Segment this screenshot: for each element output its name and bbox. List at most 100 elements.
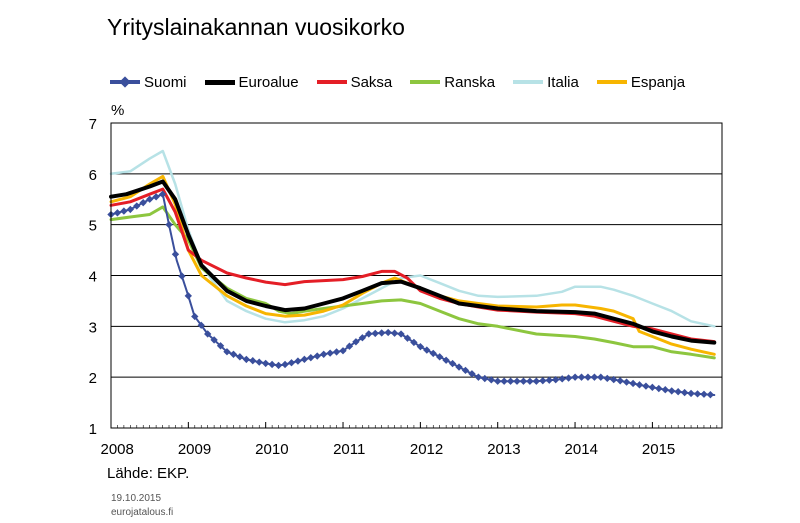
- data-point-suomi: [274, 361, 283, 370]
- legend-label: Suomi: [144, 73, 187, 91]
- date-note: 19.10.2015: [111, 493, 162, 504]
- data-point-suomi: [229, 350, 238, 358]
- data-point-suomi: [661, 386, 669, 394]
- series-line-italia: [109, 149, 716, 328]
- site-note: eurojatalous.fi: [111, 507, 174, 518]
- legend-swatch: [596, 80, 627, 84]
- legend-label: Euroalue: [238, 73, 299, 91]
- data-point-suomi: [255, 358, 263, 366]
- data-point-suomi: [693, 390, 702, 398]
- data-point-suomi: [526, 377, 534, 385]
- data-point-suomi: [706, 391, 715, 399]
- y-tick-label: 1: [89, 421, 97, 438]
- legend-item-euroalue: Euroalue: [204, 73, 299, 91]
- data-point-suomi: [674, 388, 682, 396]
- data-point-suomi: [365, 330, 373, 338]
- data-point-suomi: [571, 373, 579, 381]
- data-point-suomi: [564, 374, 573, 382]
- data-point-suomi: [648, 383, 657, 391]
- data-point-suomi: [390, 329, 399, 337]
- data-point-suomi: [152, 193, 160, 201]
- data-point-suomi: [236, 353, 244, 361]
- x-tick-label: 2010: [255, 441, 288, 458]
- x-tick-label: 2012: [410, 441, 443, 458]
- data-point-suomi: [468, 370, 476, 378]
- data-point-suomi: [577, 373, 586, 381]
- data-point-suomi: [635, 381, 644, 389]
- data-point-suomi: [481, 374, 489, 383]
- legend-item-saksa: Saksa: [316, 73, 393, 91]
- data-point-suomi: [500, 377, 508, 385]
- data-point-suomi: [294, 357, 302, 365]
- data-point-suomi: [146, 195, 154, 203]
- data-point-suomi: [410, 338, 418, 347]
- legend-item-espanja: Espanja: [596, 73, 686, 91]
- data-point-suomi: [216, 342, 225, 350]
- legend-label: Saksa: [350, 73, 393, 91]
- data-point-suomi: [494, 377, 502, 385]
- data-point-suomi: [397, 330, 405, 338]
- legend: Suomi Euroalue Saksa Ranska Italia Espanja: [110, 72, 703, 92]
- x-tick-label: 2015: [642, 441, 675, 458]
- data-point-suomi: [436, 353, 444, 361]
- data-point-suomi: [261, 359, 270, 368]
- legend-swatch: [410, 80, 441, 84]
- y-axis-unit-label: %: [111, 102, 125, 119]
- data-point-suomi: [616, 377, 624, 385]
- data-point-suomi: [487, 376, 495, 384]
- data-point-suomi: [352, 338, 360, 346]
- data-point-suomi: [590, 373, 599, 381]
- data-point-suomi: [668, 387, 676, 395]
- legend-swatch: [110, 76, 140, 88]
- x-tick-label: 2009: [178, 441, 211, 458]
- data-point-suomi: [603, 374, 611, 383]
- data-point-suomi: [345, 342, 354, 350]
- data-point-suomi: [313, 352, 321, 360]
- data-point-suomi: [133, 202, 141, 210]
- data-point-suomi: [281, 360, 289, 369]
- data-point-suomi: [642, 382, 650, 390]
- data-point-suomi: [610, 375, 618, 384]
- data-point-suomi: [545, 376, 553, 384]
- data-point-suomi: [178, 272, 186, 280]
- data-point-suomi: [158, 190, 167, 198]
- data-point-suomi: [461, 366, 470, 375]
- data-point-suomi: [378, 329, 386, 337]
- legend-item-ranska: Ranska: [410, 74, 495, 91]
- series-line-saksa: [109, 187, 716, 344]
- legend-label: Espanja: [630, 73, 686, 91]
- x-tick-label: 2008: [100, 441, 133, 458]
- data-point-suomi: [558, 375, 566, 383]
- data-point-suomi: [687, 389, 695, 398]
- data-point-suomi: [622, 378, 631, 386]
- data-point-suomi: [287, 359, 296, 367]
- data-point-suomi: [506, 377, 515, 385]
- data-point-suomi: [680, 388, 689, 397]
- legend-swatch: [513, 80, 544, 84]
- data-point-suomi: [268, 360, 276, 369]
- data-point-suomi: [320, 350, 328, 358]
- data-point-suomi: [539, 377, 547, 385]
- data-point-suomi: [519, 377, 528, 385]
- x-tick-label: 2013: [487, 441, 520, 458]
- data-point-suomi: [629, 379, 637, 388]
- data-point-suomi: [113, 209, 122, 217]
- data-point-suomi: [552, 376, 560, 384]
- legend-label: Italia: [547, 73, 579, 91]
- data-point-suomi: [326, 349, 334, 357]
- chart-title: Yrityslainakannan vuosikorko: [107, 14, 405, 40]
- legend-label: Ranska: [444, 73, 496, 91]
- x-tick-label: 2011: [333, 441, 365, 458]
- data-point-suomi: [139, 198, 147, 207]
- data-point-suomi: [171, 250, 180, 258]
- x-tick-label: 2014: [565, 441, 598, 458]
- data-point-suomi: [416, 342, 425, 351]
- plot-frame: [110, 122, 723, 429]
- data-point-suomi: [126, 205, 134, 214]
- data-point-suomi: [597, 373, 605, 381]
- series-line-euroalue: [109, 179, 717, 345]
- data-point-suomi: [513, 377, 521, 385]
- data-point-suomi: [242, 355, 251, 364]
- data-point-suomi: [120, 207, 128, 215]
